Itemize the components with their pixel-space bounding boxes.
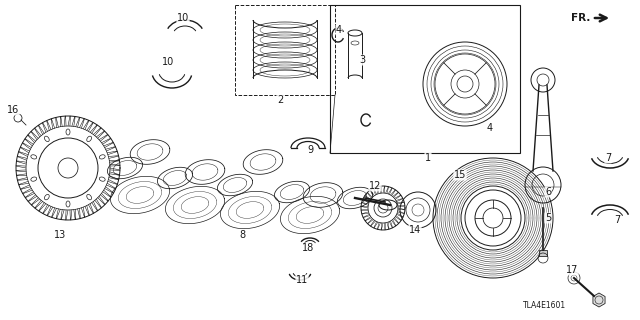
- Text: TLA4E1601: TLA4E1601: [524, 300, 566, 309]
- Text: 6: 6: [545, 187, 551, 197]
- Text: 16: 16: [7, 105, 19, 115]
- Text: FR.: FR.: [571, 13, 590, 23]
- Text: 17: 17: [566, 265, 578, 275]
- Text: 3: 3: [359, 55, 365, 65]
- Text: 4: 4: [487, 123, 493, 133]
- Text: 14: 14: [409, 225, 421, 235]
- Text: 11: 11: [296, 275, 308, 285]
- Text: 8: 8: [239, 230, 245, 240]
- Text: 7: 7: [605, 153, 611, 163]
- Text: 9: 9: [307, 145, 313, 155]
- Text: 10: 10: [162, 57, 174, 67]
- Text: 4: 4: [336, 25, 342, 35]
- Text: 18: 18: [302, 243, 314, 253]
- Text: 12: 12: [369, 181, 381, 191]
- Bar: [539, 250, 547, 256]
- Text: ×: ×: [10, 106, 14, 111]
- Text: 7: 7: [614, 215, 620, 225]
- Text: 13: 13: [54, 230, 66, 240]
- Bar: [330, 5, 520, 153]
- Text: 15: 15: [454, 170, 466, 180]
- Text: 1: 1: [425, 153, 431, 163]
- Text: 5: 5: [545, 213, 551, 223]
- Text: 10: 10: [177, 13, 189, 23]
- Text: 2: 2: [277, 95, 283, 105]
- Bar: [235, 5, 335, 95]
